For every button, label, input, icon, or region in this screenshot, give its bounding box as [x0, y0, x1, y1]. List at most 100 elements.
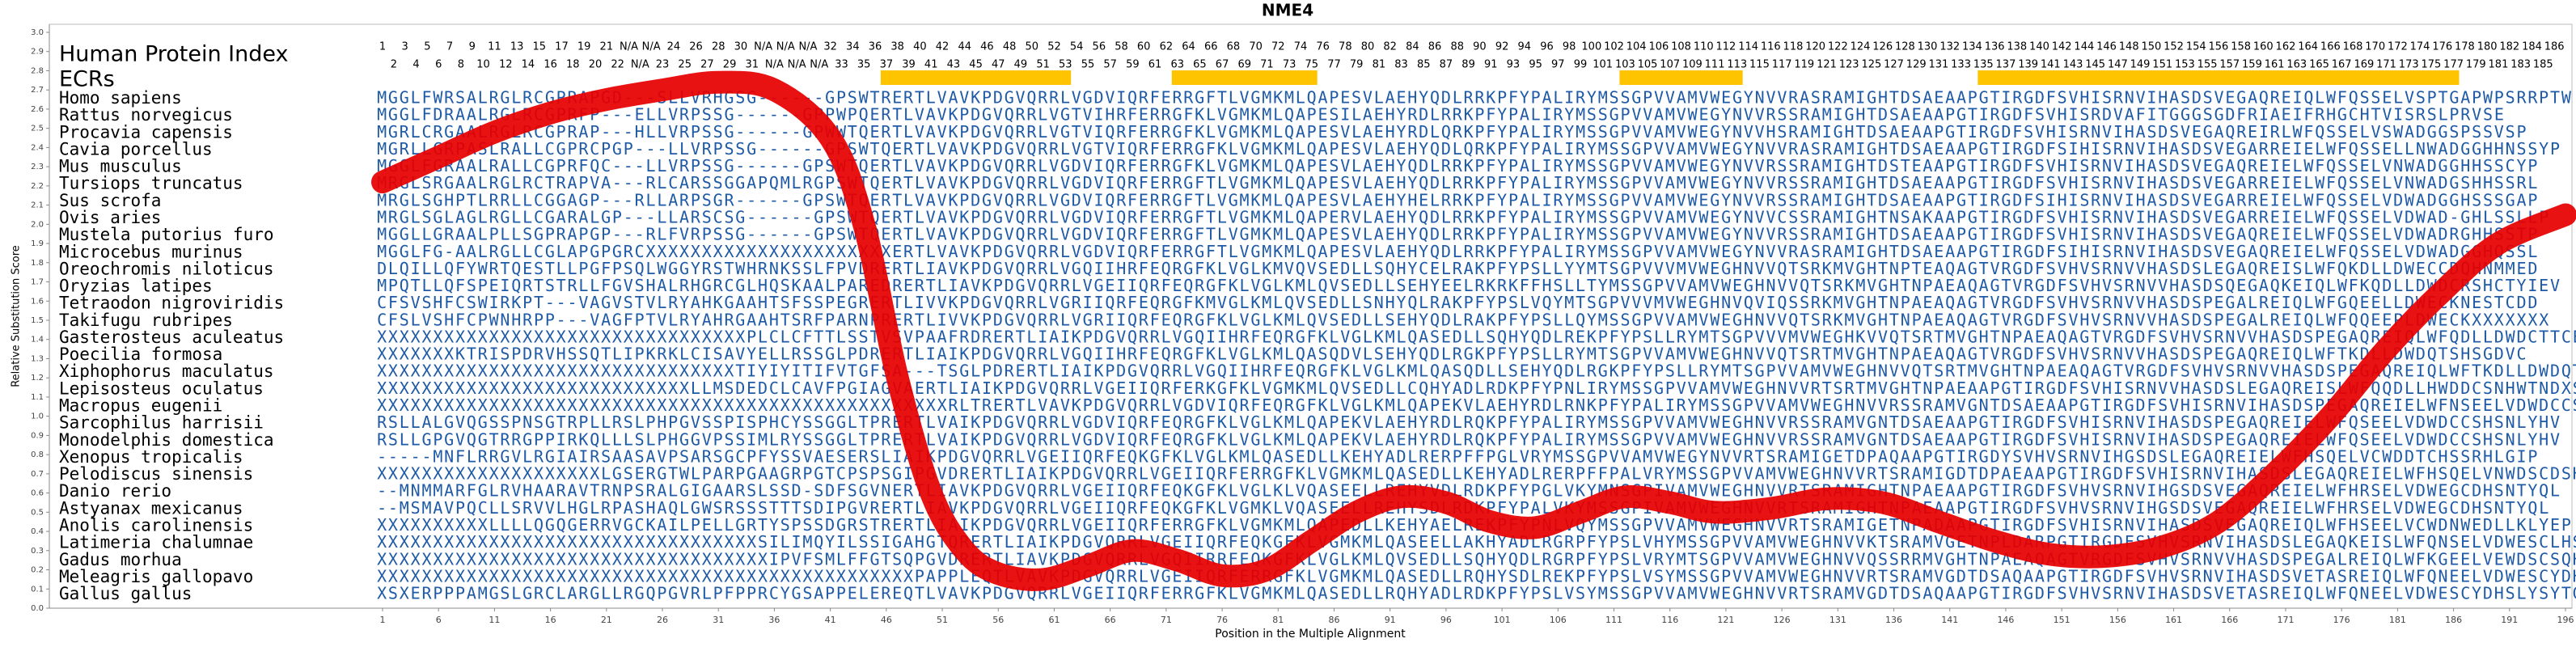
- human-index: 114: [1738, 41, 1758, 53]
- human-index: 159: [2242, 59, 2262, 71]
- human-index: 166: [2320, 41, 2341, 53]
- human-index: 6: [435, 59, 442, 71]
- human-index: 181: [2489, 59, 2509, 71]
- human-index: 87: [1440, 59, 1453, 71]
- sequence: XXXXXXXXXXXXXXXXXXXXXXXXXXXXXXXXXXXXXXXX…: [377, 566, 2576, 586]
- human-index: 74: [1294, 41, 1308, 53]
- human-index: 142: [2052, 41, 2072, 53]
- human-index: 23: [656, 59, 670, 71]
- species-name: Sarcophilus harrisii: [59, 413, 264, 433]
- x-tick-label: 106: [1550, 615, 1567, 625]
- human-index: 34: [846, 41, 860, 53]
- species-name: Tetraodon nigroviridis: [59, 294, 284, 313]
- y-tick-label: 1.0: [31, 412, 44, 421]
- x-tick-label: 161: [2165, 615, 2182, 625]
- human-index: 5: [424, 41, 430, 53]
- species-name: Danio rerio: [59, 481, 171, 501]
- human-index: 102: [1604, 41, 1624, 53]
- x-tick-label: 6: [436, 615, 442, 625]
- human-index: 61: [1148, 59, 1162, 71]
- human-index: 4: [412, 59, 419, 71]
- human-index: 154: [2186, 41, 2206, 53]
- human-index: N/A: [788, 59, 806, 71]
- chart-title: NME4: [1262, 1, 1313, 20]
- human-index: 100: [1581, 41, 1601, 53]
- human-index: 92: [1495, 41, 1509, 53]
- ecr-bar: [1171, 70, 1318, 85]
- x-tick-label: 146: [1997, 615, 2014, 625]
- y-tick-label: 0.9: [31, 431, 44, 440]
- human-index: 13: [510, 41, 524, 53]
- human-index: 51: [1036, 59, 1050, 71]
- x-tick-label: 196: [2557, 615, 2574, 625]
- sequence: CFSVSHFCSWIRKPT---VAGVSTVLRYAHKGAAHTSFSS…: [377, 293, 2537, 312]
- human-index: 86: [1428, 41, 1442, 53]
- x-tick-label: 96: [1440, 615, 1452, 625]
- x-tick-label: 56: [992, 615, 1004, 625]
- species-name: Meleagris gallopavo: [59, 567, 253, 586]
- species-name: Latimeria chalumnae: [59, 533, 253, 552]
- human-index: 167: [2332, 59, 2352, 71]
- species-name: Sus scrofa: [59, 191, 161, 210]
- human-index: 122: [1828, 41, 1848, 53]
- sequence: XXXXXXXXXXXXXXXXXXXXXXXXXXXXLLMSDEDCLCAV…: [377, 378, 2576, 398]
- y-tick-label: 0.2: [31, 566, 44, 575]
- human-index: 132: [1939, 41, 1960, 53]
- human-index: 170: [2365, 41, 2385, 53]
- human-index: 138: [2007, 41, 2027, 53]
- human-index: 42: [936, 41, 950, 53]
- human-index: 27: [700, 59, 714, 71]
- human-index: 186: [2544, 41, 2565, 53]
- human-index: 143: [2063, 59, 2083, 71]
- human-index: 162: [2276, 41, 2296, 53]
- human-index: 47: [992, 59, 1005, 71]
- human-index: 62: [1160, 41, 1174, 53]
- human-index: 120: [1805, 41, 1825, 53]
- x-tick-label: 136: [1885, 615, 1902, 625]
- human-index: N/A: [620, 41, 638, 53]
- human-index: 16: [544, 59, 557, 71]
- human-index: 77: [1327, 59, 1341, 71]
- species-name: Procavia capensis: [59, 122, 233, 142]
- human-index: 64: [1182, 41, 1195, 53]
- species-name: Gadus morhua: [59, 550, 182, 569]
- human-index: 20: [589, 59, 603, 71]
- human-index: 127: [1884, 59, 1904, 71]
- sequence: MRGLSGLAGLRGLLCGARALGP---LLARSCSG------G…: [377, 207, 2549, 226]
- x-tick-label: 116: [1661, 615, 1678, 625]
- species-name: Cavia porcellus: [59, 139, 213, 159]
- human-index: 54: [1070, 41, 1084, 53]
- species-name: Oryzias latipes: [59, 277, 213, 296]
- x-tick-label: 26: [657, 615, 668, 625]
- species-name: Astyanax mexicanus: [59, 498, 243, 518]
- human-index: 98: [1563, 41, 1576, 53]
- x-tick-label: 16: [545, 615, 556, 625]
- sequence: DLQILLQFYWRTQESTLLPGFPSQLWGGYRSTWHRNKSSL…: [377, 259, 2537, 278]
- human-index: 150: [2141, 41, 2161, 53]
- human-index: 176: [2432, 41, 2452, 53]
- human-index: 18: [566, 59, 580, 71]
- human-index: 172: [2388, 41, 2408, 53]
- human-index: 96: [1540, 41, 1554, 53]
- human-index: 25: [678, 59, 692, 71]
- y-tick-label: 2.7: [31, 86, 44, 95]
- species-name: Gallus gallus: [59, 584, 192, 603]
- human-index: 82: [1383, 41, 1397, 53]
- species-name: Microcebus murinus: [59, 242, 243, 261]
- x-tick-label: 141: [1941, 615, 1958, 625]
- sequence: -----MNFLRRGVLRGIAIRSAASAVPSARSGCPFYSSVA…: [377, 446, 2537, 466]
- human-index: 97: [1551, 59, 1565, 71]
- x-tick-label: 121: [1717, 615, 1734, 625]
- human-index-label: Human Protein Index: [59, 42, 289, 67]
- human-index: 26: [689, 41, 703, 53]
- human-index: 70: [1249, 41, 1263, 53]
- human-index: 130: [1918, 41, 1938, 53]
- x-tick-label: 31: [713, 615, 724, 625]
- x-tick-label: 81: [1272, 615, 1284, 625]
- x-tick-label: 41: [825, 615, 836, 625]
- human-index: 163: [2286, 59, 2307, 71]
- human-index: 117: [1772, 59, 1792, 71]
- human-index: 125: [1861, 59, 1881, 71]
- human-index: 31: [745, 59, 759, 71]
